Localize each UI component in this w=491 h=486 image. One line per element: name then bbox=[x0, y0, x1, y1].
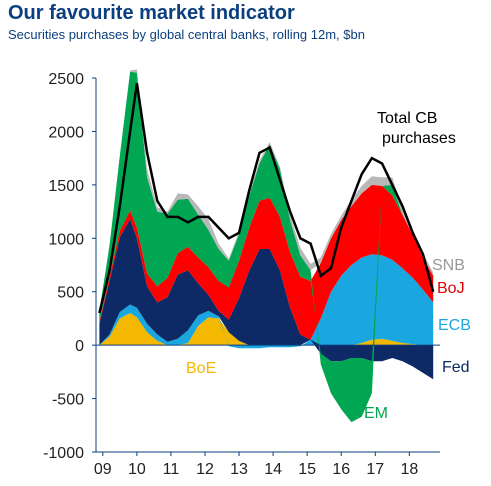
fed-label: Fed bbox=[442, 359, 470, 376]
total-cb-purchases-line bbox=[98, 83, 435, 314]
y-tick-label: 2000 bbox=[48, 124, 84, 141]
boe-label: BoE bbox=[186, 360, 216, 377]
total-label: Total CB purchases bbox=[377, 110, 456, 147]
area-ecb bbox=[99, 254, 434, 349]
x-tick-label: 15 bbox=[298, 461, 316, 478]
y-tick-label: 500 bbox=[57, 285, 84, 302]
total-label-line2: purchases bbox=[382, 130, 456, 147]
x-tick-label: 10 bbox=[128, 461, 146, 478]
chart-subtitle: Securities purchases by global central b… bbox=[8, 27, 365, 42]
area-boe bbox=[99, 313, 434, 346]
x-tick-label: 13 bbox=[230, 461, 248, 478]
chart-title: Our favourite market indicator bbox=[8, 2, 295, 24]
x-tick-label: 11 bbox=[163, 461, 180, 478]
y-tick-label: 1000 bbox=[48, 231, 84, 248]
y-tick-label: 2500 bbox=[48, 71, 84, 88]
ecb-label: ECB bbox=[438, 317, 471, 334]
y-tick-label: -500 bbox=[52, 392, 84, 409]
boj-label: BoJ bbox=[437, 280, 465, 297]
x-tick-label: 14 bbox=[264, 461, 282, 478]
x-tick-label: 16 bbox=[332, 461, 350, 478]
y-tick-label: 0 bbox=[75, 338, 84, 355]
x-tick-label: 12 bbox=[196, 461, 214, 478]
snb-label: SNB bbox=[432, 257, 465, 274]
y-tick-label: -1000 bbox=[43, 445, 84, 462]
x-tick-label: 17 bbox=[366, 461, 384, 478]
area-fed bbox=[99, 219, 434, 380]
em-label: EM bbox=[364, 405, 388, 422]
total-label-line1: Total CB bbox=[377, 110, 437, 127]
y-tick-label: 1500 bbox=[48, 178, 84, 195]
x-tick-label: 18 bbox=[400, 461, 418, 478]
x-tick-label: 09 bbox=[94, 461, 112, 478]
area-boj bbox=[99, 184, 434, 340]
